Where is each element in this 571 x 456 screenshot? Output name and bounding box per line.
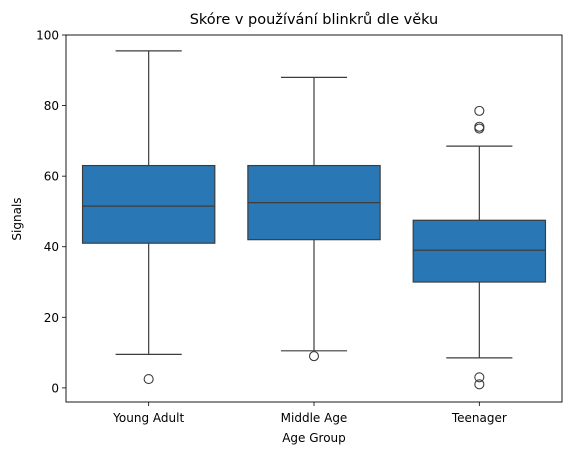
- y-tick-label: 100: [36, 29, 59, 43]
- y-tick-label: 60: [44, 170, 59, 184]
- y-tick-label: 20: [44, 311, 59, 325]
- outlier-point: [474, 105, 485, 116]
- box-teenager: [412, 105, 547, 390]
- x-axis-label: Age Group: [282, 431, 346, 445]
- outlier-point: [474, 379, 485, 390]
- box-middle-age: [247, 76, 381, 362]
- y-axis: 0 20 40 60 80 100: [36, 29, 66, 395]
- outlier-point: [474, 121, 485, 132]
- plot-frame: [65, 34, 563, 403]
- box-young-adult: [81, 50, 216, 385]
- x-tick-label: Young Adult: [112, 411, 184, 425]
- x-tick-label: Teenager: [451, 411, 507, 425]
- box-body: [81, 164, 216, 244]
- boxes-group: [81, 50, 547, 390]
- y-tick-label: 40: [44, 240, 59, 254]
- y-tick-label: 0: [51, 381, 59, 395]
- x-axis: Young Adult Middle Age Teenager: [112, 402, 507, 425]
- chart-title: Skóre v používání blinkrů dle věku: [190, 12, 439, 28]
- box-body: [412, 219, 547, 283]
- outlier-point: [308, 351, 320, 362]
- y-axis-label: Signals: [10, 197, 24, 240]
- x-tick-label: Middle Age: [281, 411, 348, 425]
- outlier-point: [474, 372, 485, 383]
- outlier-point: [143, 374, 154, 385]
- y-tick-label: 80: [44, 99, 59, 113]
